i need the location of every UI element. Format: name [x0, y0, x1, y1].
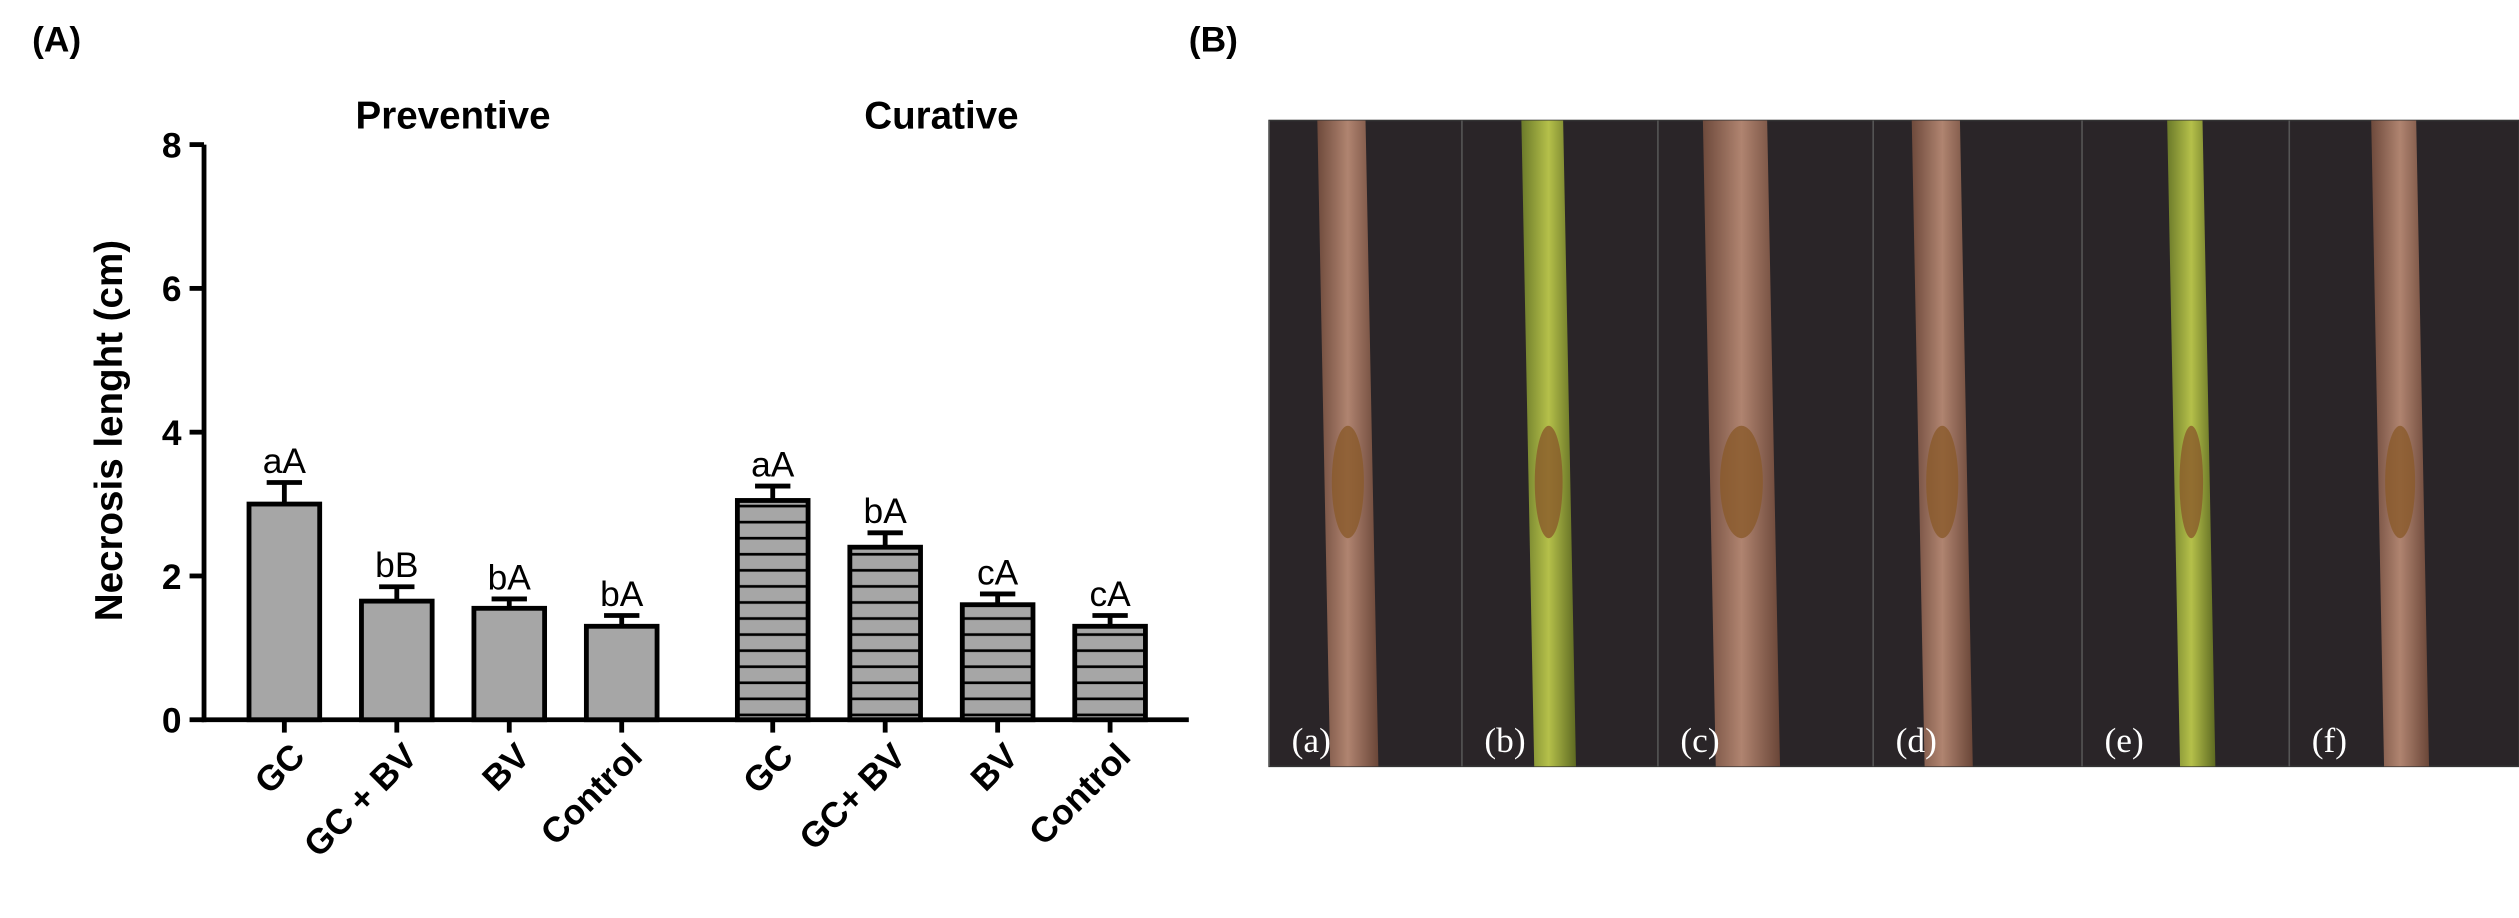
- y-tick-label: 0: [162, 702, 182, 741]
- lesion: [1926, 425, 1959, 539]
- bar: [1072, 623, 1148, 723]
- photo-label: (b): [1484, 721, 1525, 760]
- y-tick-label: 8: [162, 126, 182, 165]
- lesion: [1534, 425, 1563, 539]
- photo-label: (f): [2312, 721, 2347, 760]
- significance-letter: cA: [977, 553, 1019, 592]
- significance-letter: cA: [1089, 575, 1131, 614]
- x-tick-label: GC: [736, 736, 801, 801]
- photo-label: (e): [2105, 721, 2144, 760]
- group-title: Curative: [864, 95, 1018, 138]
- y-tick-label: 4: [162, 414, 182, 453]
- photo-label: (d): [1896, 721, 1937, 760]
- x-tick-label: Control: [1022, 736, 1138, 852]
- bar: [359, 598, 435, 723]
- photo-label: (c): [1680, 721, 1719, 760]
- photo-panel: (a) (b) (c) (d) (e) (f): [1268, 119, 2519, 768]
- y-tick-label: 6: [162, 270, 182, 309]
- lesion: [1331, 425, 1364, 539]
- significance-letter: bA: [864, 492, 908, 531]
- significance-letter: bA: [600, 575, 644, 614]
- bar: [583, 623, 660, 723]
- significance-letter: bB: [375, 546, 418, 585]
- bar: [959, 602, 1036, 723]
- y-axis-title: Necrosis lenght (cm): [88, 240, 131, 621]
- x-tick-label: Control: [533, 736, 649, 852]
- bar: [471, 605, 548, 723]
- photo-label: (a): [1292, 721, 1331, 760]
- significance-letter: aA: [263, 442, 307, 481]
- bar: [246, 501, 323, 723]
- group-title: Preventive: [356, 95, 551, 138]
- significance-letter: bA: [488, 558, 532, 597]
- panel-label: (A): [32, 20, 81, 59]
- x-tick-label: GC+ BV: [792, 736, 914, 858]
- x-tick-label: BV: [475, 736, 538, 799]
- bar: [847, 544, 923, 723]
- panel-label: (B): [1189, 20, 1238, 59]
- significance-letter: aA: [751, 445, 795, 484]
- x-tick-label: GC + BV: [297, 736, 426, 865]
- lesion: [2385, 425, 2416, 539]
- y-tick-label: 2: [162, 558, 182, 597]
- x-tick-label: BV: [964, 736, 1027, 799]
- bar: [734, 498, 811, 723]
- lesion: [2179, 425, 2204, 539]
- lesion: [1720, 425, 1763, 539]
- x-tick-label: GC: [247, 736, 312, 801]
